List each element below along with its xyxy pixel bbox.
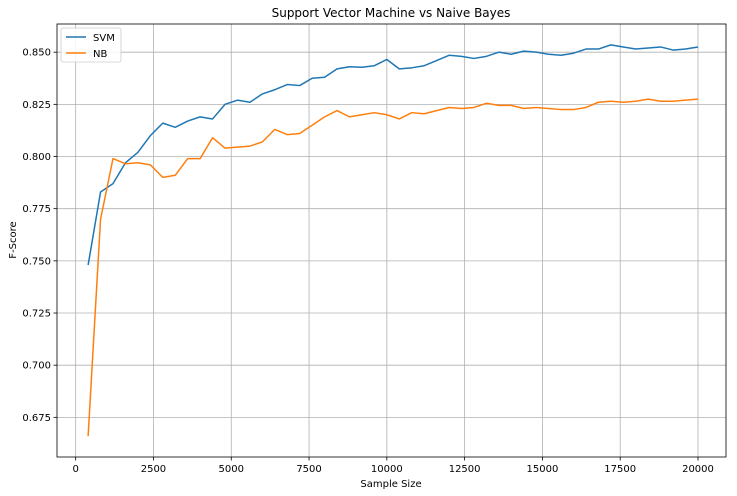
grid [57,24,726,457]
legend-label-svm: SVM [93,33,115,44]
series-line-svm [87,44,699,266]
y-tick-label: 0.775 [22,204,51,215]
series-line-nb [87,98,699,437]
legend-label-nb: NB [93,49,107,60]
x-tick-label: 0 [72,464,78,475]
x-tick-label: 20000 [682,464,714,475]
y-tick-label: 0.850 [22,48,51,59]
x-tick-label: 12500 [449,464,481,475]
y-tick-label: 0.725 [22,309,51,320]
x-tick-label: 7500 [296,464,321,475]
legend: SVM NB [60,27,122,63]
x-axis-label: Sample Size [360,479,421,490]
y-tick-label: 0.675 [22,413,51,424]
series-lines [87,44,699,437]
x-tick-label: 10000 [371,464,403,475]
y-tick-label: 0.800 [22,152,51,163]
y-axis-label: F-Score [8,221,19,258]
y-axis-ticks: 0.675 0.700 0.725 0.750 0.775 0.800 0.825 0.850 [22,48,57,424]
x-tick-label: 5000 [219,464,244,475]
x-tick-label: 2500 [141,464,166,475]
y-tick-label: 0.825 [22,100,51,111]
y-tick-label: 0.700 [22,361,51,372]
y-tick-label: 0.750 [22,256,51,267]
x-axis-ticks: 0 2500 5000 7500 10000 12500 15000 17500 20000 [72,457,714,475]
chart-title: Support Vector Machine vs Naive Bayes [272,6,511,20]
x-tick-label: 17500 [604,464,636,475]
x-tick-label: 15000 [527,464,559,475]
plot-frame [56,23,727,458]
